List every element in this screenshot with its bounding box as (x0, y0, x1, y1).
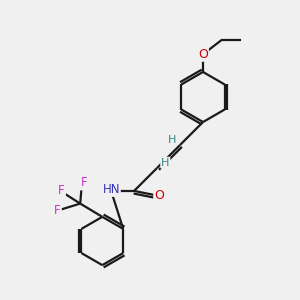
Text: O: O (198, 48, 208, 61)
Text: H: H (168, 135, 176, 145)
Text: H: H (161, 158, 170, 168)
Text: F: F (81, 176, 87, 190)
Text: F: F (58, 184, 65, 197)
Text: O: O (154, 189, 164, 202)
Text: F: F (54, 205, 61, 218)
Text: HN: HN (102, 183, 120, 196)
